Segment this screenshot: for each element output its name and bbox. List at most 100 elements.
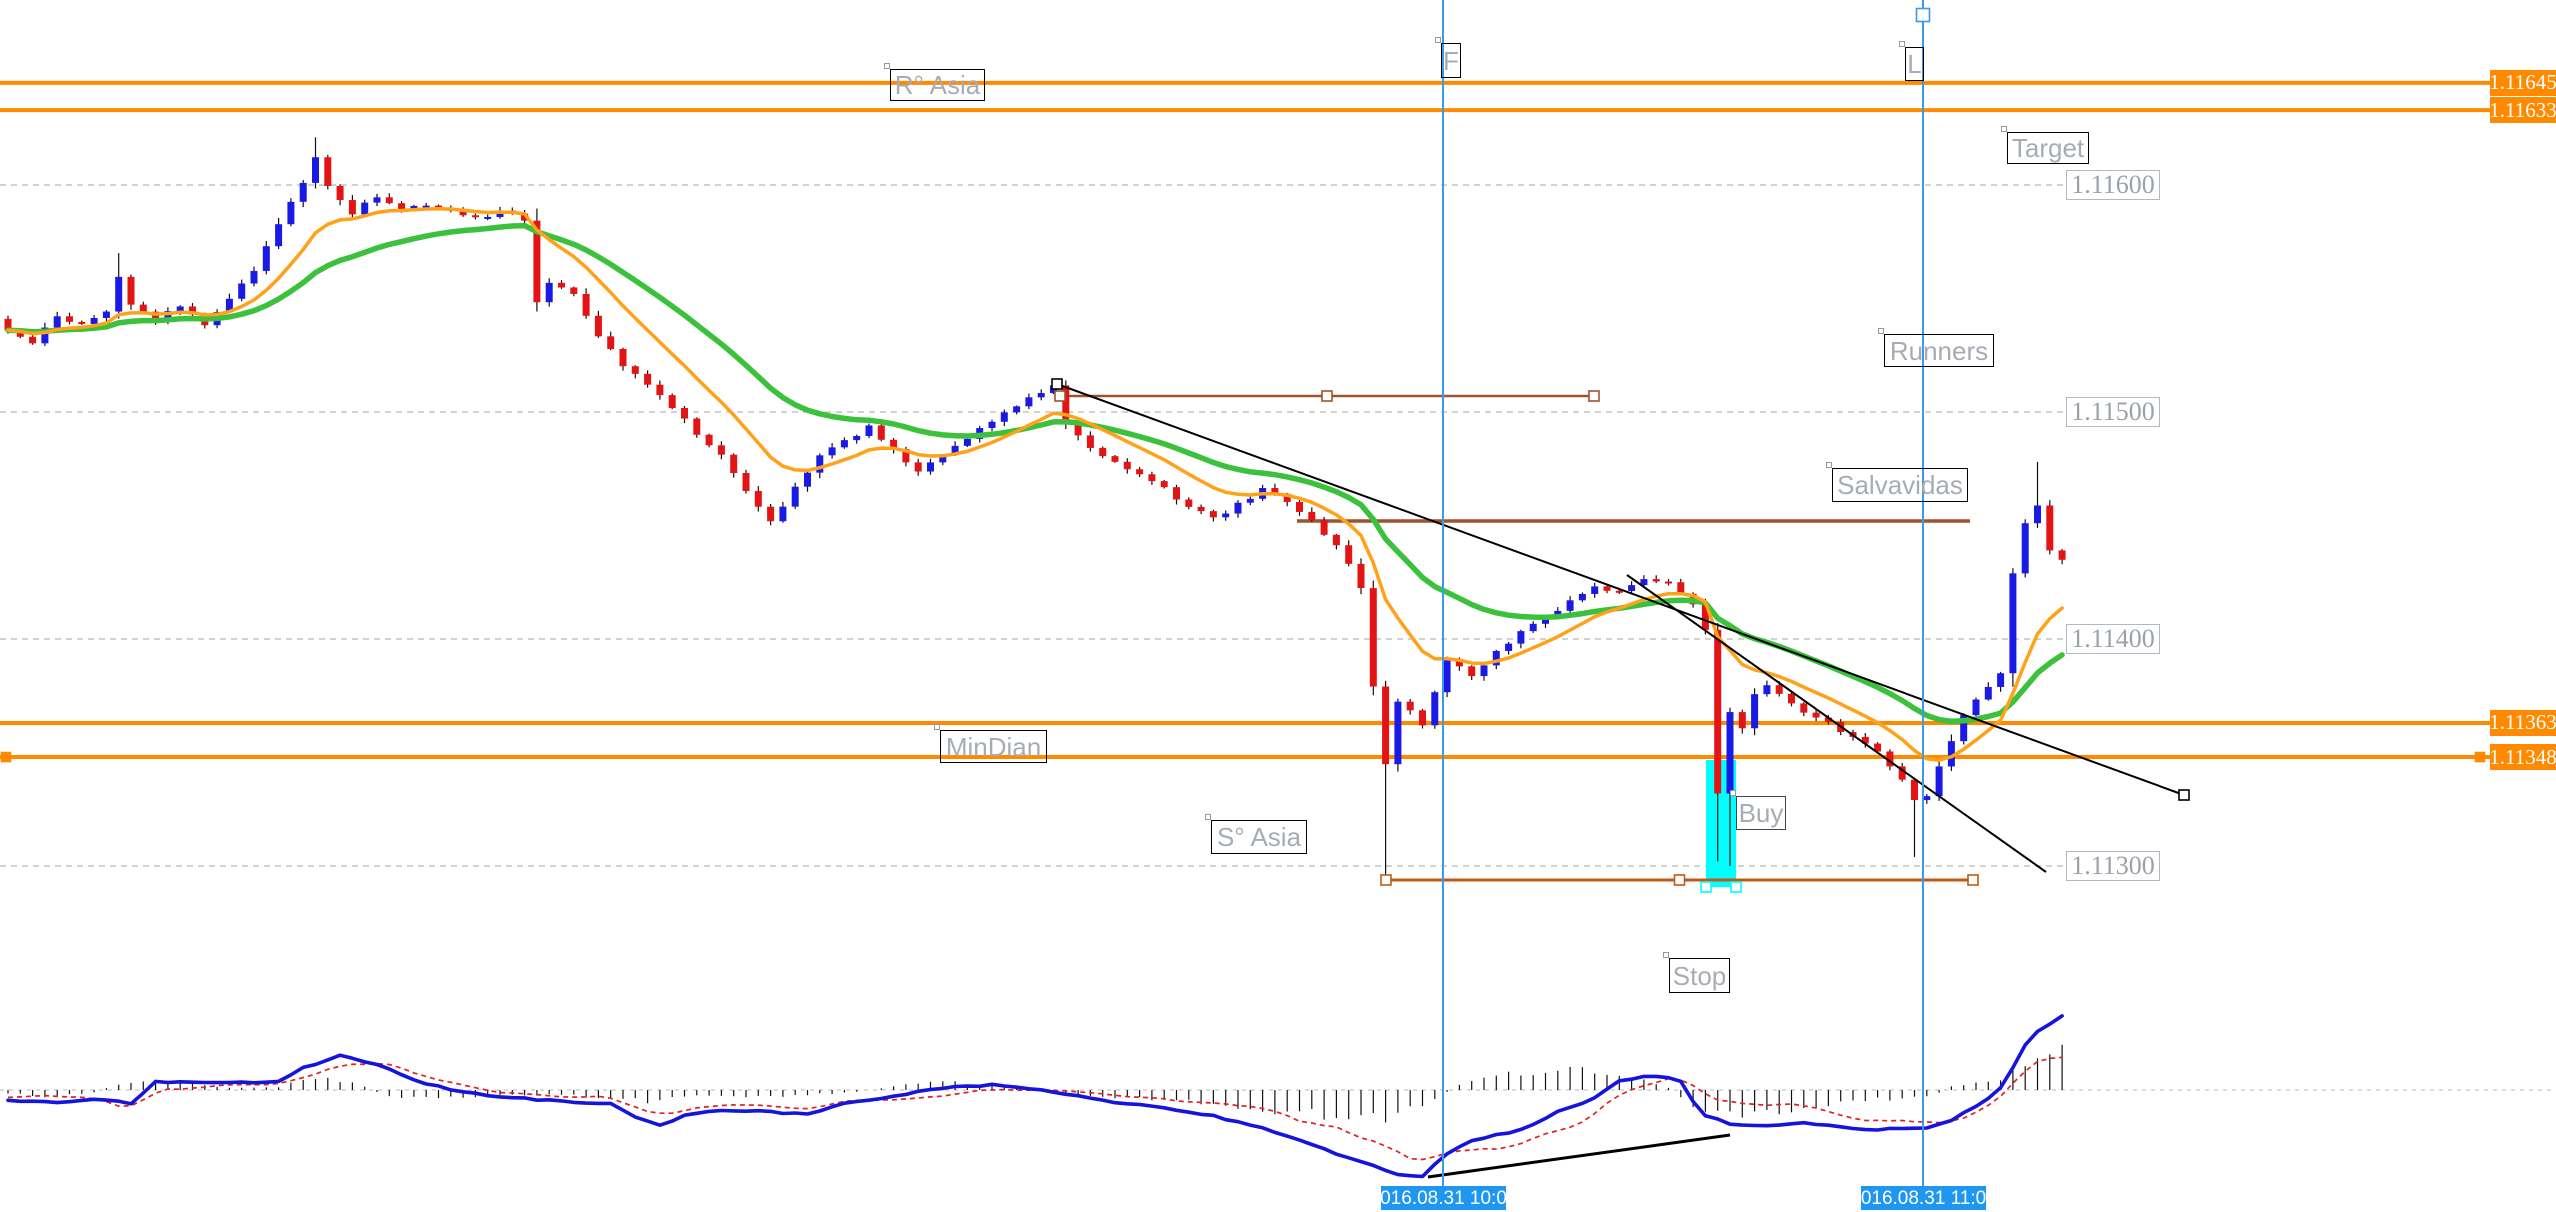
candle-body	[656, 384, 664, 396]
candle-body	[1529, 623, 1537, 632]
candle-body	[1099, 447, 1107, 457]
text-object-stop[interactable]: Stop	[1663, 952, 1730, 993]
candle-body	[804, 472, 811, 487]
candle-body	[545, 282, 553, 303]
text-object-mindian[interactable]: MinDian	[934, 724, 1047, 763]
candle-body	[963, 438, 971, 446]
rect-handle	[1700, 881, 1712, 893]
text-object-l-marker[interactable]: L	[1899, 41, 1924, 81]
trendlines-layer[interactable]	[1056, 383, 2185, 1179]
candle-body	[1332, 534, 1340, 546]
candle-body	[1406, 701, 1414, 711]
candle-body	[78, 321, 86, 324]
candle-body	[1972, 699, 1980, 716]
candle-body	[41, 327, 49, 344]
text-object-r-asia[interactable]: R° Asia	[884, 63, 985, 101]
candle-body	[1738, 712, 1746, 729]
candle-body	[348, 200, 356, 215]
candle-body	[1578, 593, 1586, 601]
vertical-session-lines[interactable]	[1442, 0, 1924, 1186]
candle-body	[644, 373, 652, 385]
y-axis-tick-label: 1.11300	[2066, 851, 2160, 881]
level-price-tag[interactable]: 1.11633	[2489, 97, 2556, 124]
candle-body	[90, 317, 98, 324]
main-downtrend-line	[1056, 383, 2185, 796]
candle-body	[336, 185, 344, 201]
candle-body	[471, 215, 479, 218]
candles-layer	[4, 137, 2066, 882]
rect-handle	[1730, 881, 1742, 893]
candle-body	[1714, 629, 1722, 794]
candle-body	[1640, 579, 1648, 586]
text-object-target[interactable]: Target	[2001, 126, 2089, 164]
candle-body	[1800, 703, 1808, 713]
candle-body	[385, 197, 393, 204]
candle-body	[139, 304, 147, 312]
oscillator-divergence-line	[1427, 1133, 1731, 1179]
candle-body	[1947, 741, 1955, 767]
text-object-buy[interactable]: Buy	[1730, 790, 1786, 830]
candle-body	[1898, 766, 1906, 780]
text-object-handle[interactable]	[884, 63, 890, 69]
oscillator-layer	[6, 1014, 2064, 1179]
text-object-handle[interactable]	[1899, 41, 1905, 47]
text-object-handle[interactable]	[934, 724, 940, 730]
candle-body	[730, 454, 738, 474]
candle-body	[1455, 659, 1463, 667]
text-object-handle[interactable]	[1878, 328, 1884, 334]
level-price-tag[interactable]: 1.11348	[2489, 744, 2556, 771]
candle-body	[1197, 506, 1205, 512]
candle-body	[1271, 488, 1279, 494]
candle-body	[1726, 712, 1734, 794]
object-handles-layer[interactable]	[0, 7, 2486, 893]
candle-body	[1431, 692, 1439, 726]
candle-body	[152, 311, 160, 321]
level-price-tag[interactable]: 1.11645	[2489, 69, 2556, 96]
text-object-handle[interactable]	[1205, 814, 1211, 820]
candle-body	[1136, 469, 1144, 475]
text-object-s-asia[interactable]: S° Asia	[1205, 814, 1307, 854]
candle-body	[1591, 586, 1599, 594]
vline-handle	[1915, 7, 1931, 23]
text-object-runners[interactable]: Runners	[1878, 328, 1994, 367]
segment-handle	[1321, 390, 1333, 402]
candle-body	[1308, 511, 1316, 521]
candle-body	[1505, 643, 1513, 651]
level-price-tag[interactable]: 1.11363	[2489, 709, 2556, 736]
text-object-handle[interactable]	[1663, 952, 1669, 958]
text-object-f-marker[interactable]: F	[1435, 37, 1461, 78]
candle-body	[262, 246, 270, 271]
candle-body	[1775, 685, 1783, 694]
segment-handle	[1054, 390, 1066, 402]
candle-body	[1320, 520, 1328, 535]
candle-body	[1628, 585, 1636, 591]
text-object-handle[interactable]	[1730, 790, 1736, 796]
candle-body	[1357, 563, 1365, 589]
candle-body	[484, 216, 492, 219]
candle-body	[115, 276, 123, 312]
candle-body	[1517, 631, 1525, 644]
text-object-handle[interactable]	[1435, 37, 1441, 43]
text-object-handle[interactable]	[1826, 462, 1832, 468]
candle-body	[521, 213, 529, 221]
candle-body	[951, 445, 959, 456]
orange-level-lines[interactable]	[0, 80, 2490, 760]
candle-body	[914, 462, 922, 472]
candle-body	[189, 306, 196, 315]
text-object-salvavidas[interactable]: Salvavidas	[1826, 462, 1968, 502]
candle-body	[1246, 498, 1254, 503]
candle-body	[1000, 412, 1008, 422]
text-object-handle[interactable]	[2001, 126, 2007, 132]
candle-body	[693, 418, 701, 435]
candle-body	[1209, 511, 1217, 518]
candle-body	[816, 455, 824, 473]
level-handle	[2474, 751, 2486, 763]
candle-body	[1419, 710, 1426, 726]
candle-body	[1886, 751, 1894, 767]
candle-body	[1185, 499, 1193, 507]
level-handle	[0, 751, 12, 763]
candle-body	[939, 455, 947, 463]
candle-body	[607, 336, 615, 349]
candle-body	[4, 318, 12, 331]
